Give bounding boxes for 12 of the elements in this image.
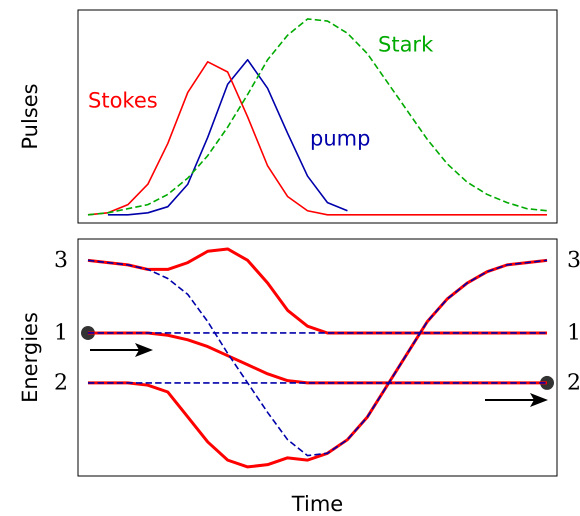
- text: 2: [54, 370, 68, 396]
- y-axis-title: Pulses: [18, 83, 42, 150]
- text: 1: [567, 320, 580, 346]
- series-label: pump: [310, 126, 370, 150]
- text: 1: [54, 320, 68, 346]
- text: 3: [567, 248, 580, 273]
- series-label: Stokes: [88, 88, 158, 112]
- text: 2: [567, 370, 580, 396]
- text: 3: [54, 248, 68, 273]
- x-axis-title: Time: [290, 492, 344, 516]
- y-axis-title: Energies: [18, 312, 42, 403]
- series-label: Stark: [378, 32, 434, 56]
